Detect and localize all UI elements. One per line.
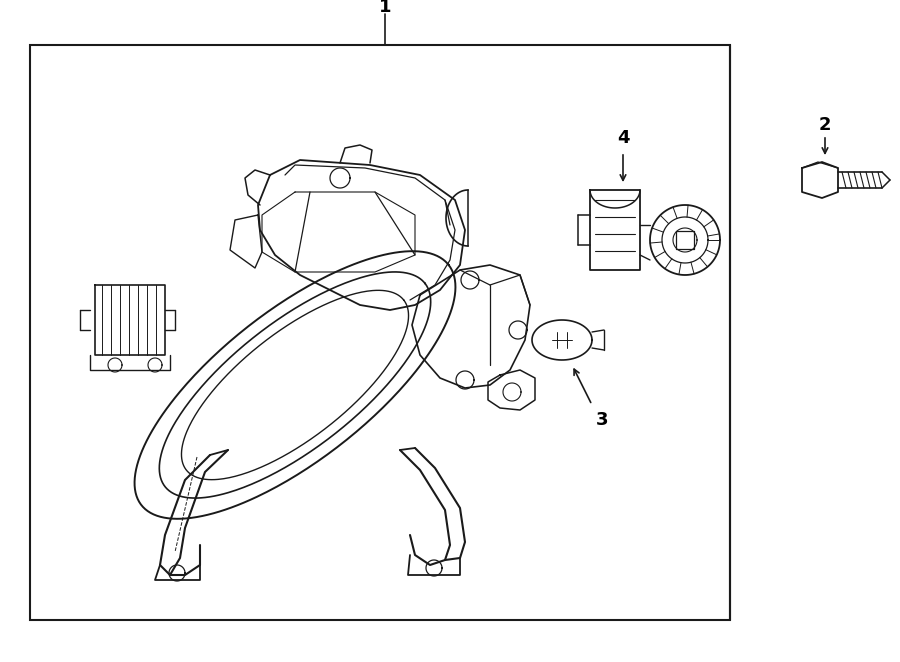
- Text: 1: 1: [379, 0, 392, 16]
- Text: 2: 2: [819, 116, 832, 134]
- Text: 4: 4: [616, 129, 629, 147]
- Text: 3: 3: [596, 411, 608, 429]
- Bar: [30, 45, 730, 620]
